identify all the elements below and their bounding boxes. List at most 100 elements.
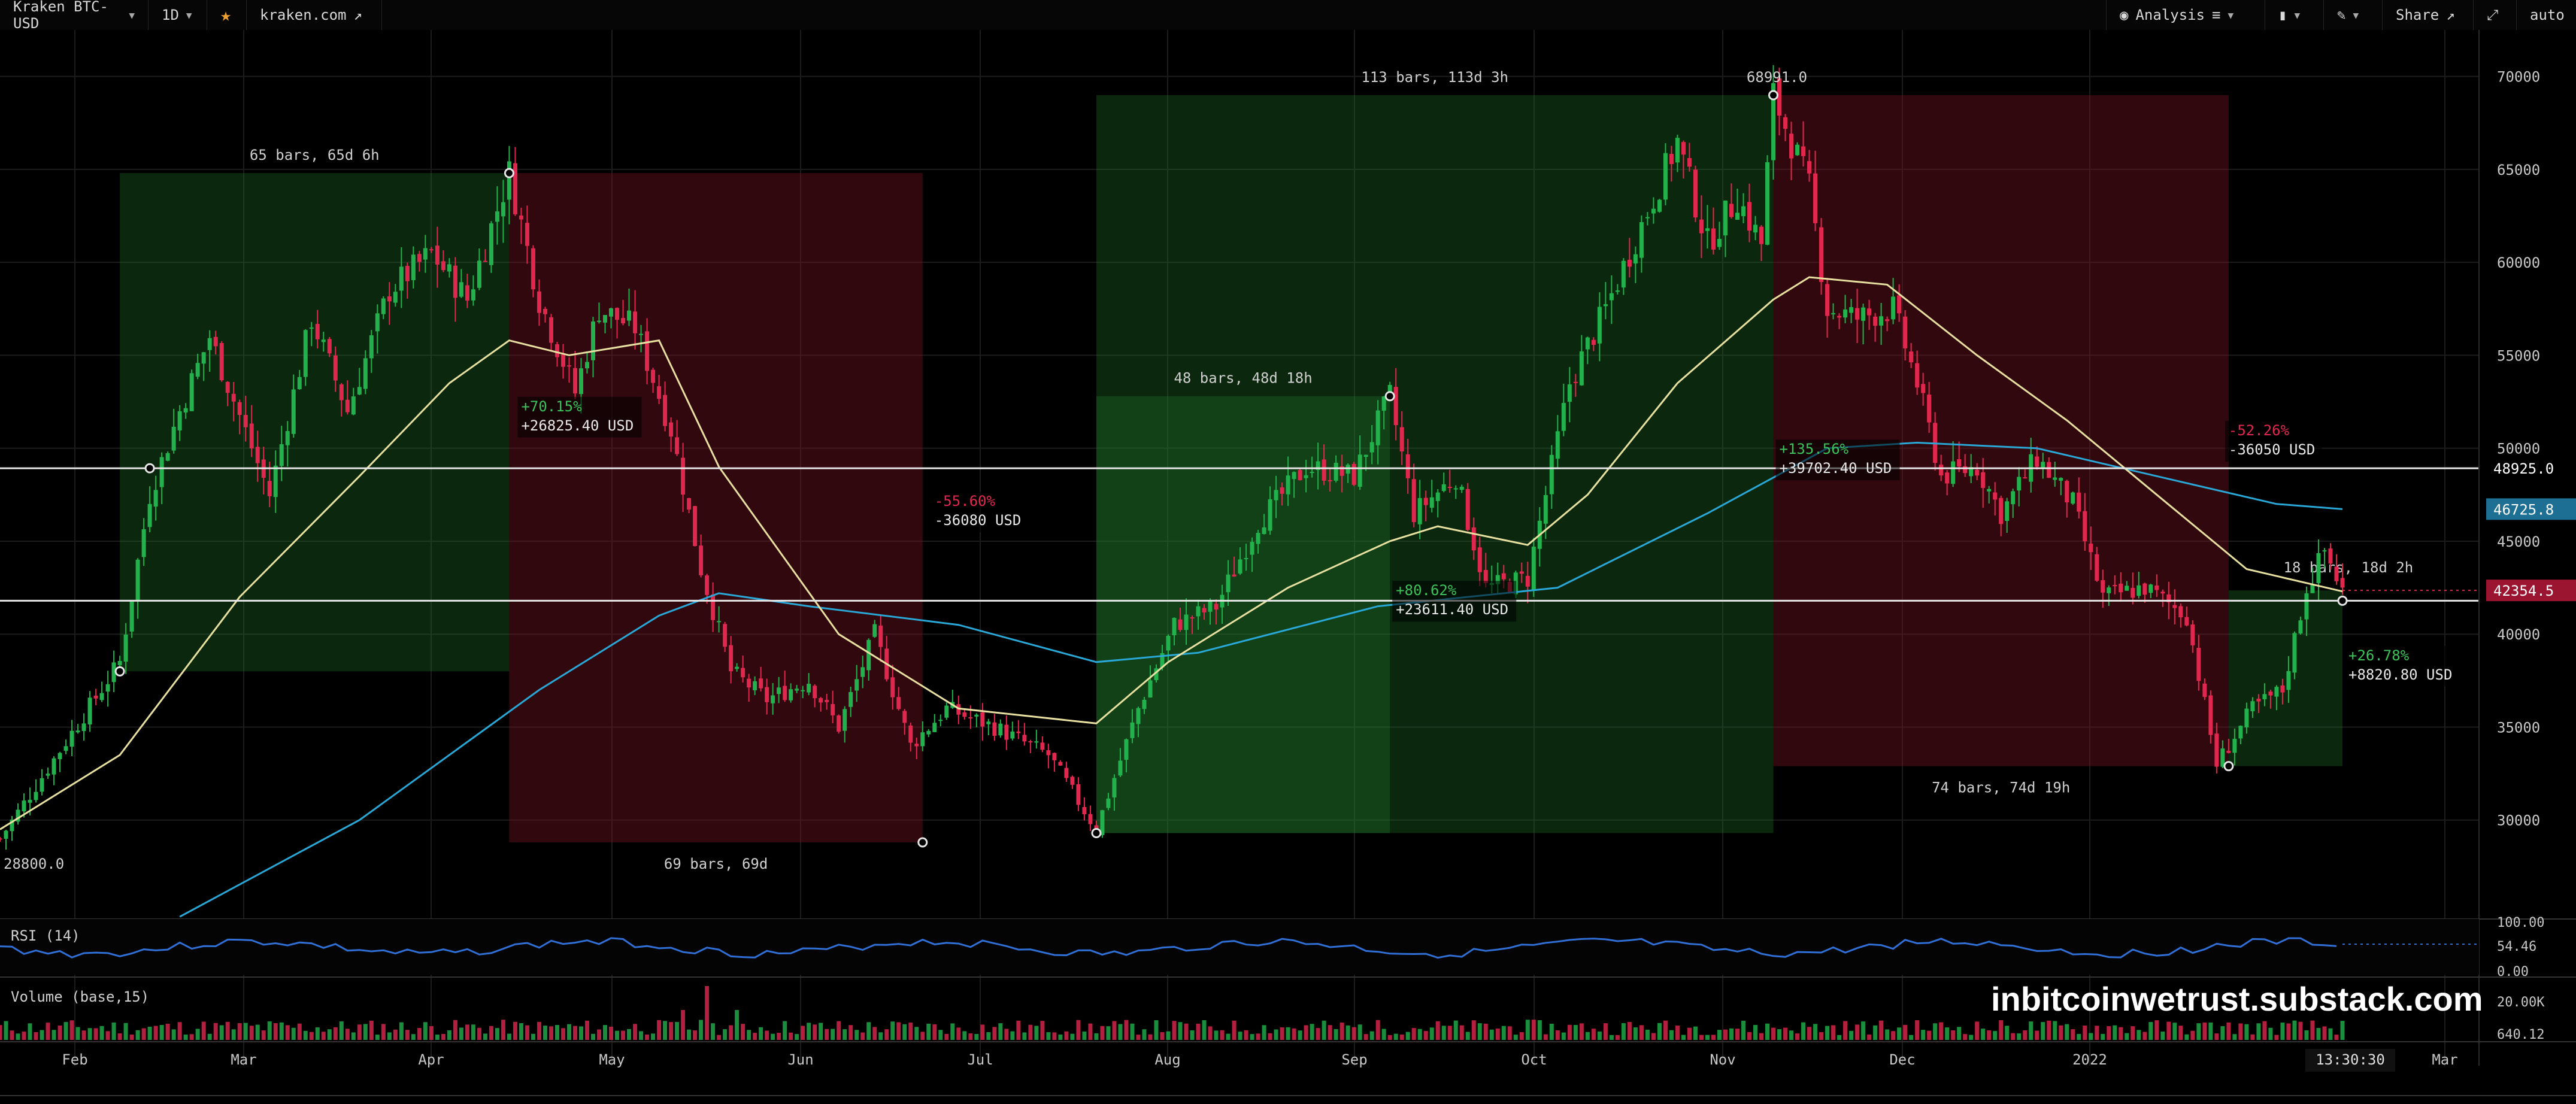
- measure-percent: -52.26%: [2229, 422, 2290, 439]
- price-badge: 46725.8: [2493, 501, 2554, 518]
- chevron-down-icon: ▼: [129, 9, 135, 21]
- interval-selector[interactable]: 1D ▼: [149, 0, 207, 30]
- anchor-marker: [1768, 90, 1779, 101]
- rsi-tick-label: 54.46: [2497, 939, 2536, 954]
- current-time-label: 13:30:30: [2316, 1051, 2385, 1068]
- measure-percent: +70.15%: [521, 398, 582, 415]
- chart-type-button[interactable]: ▮ ▼: [2265, 0, 2323, 30]
- expand-icon: ⤢: [2487, 7, 2499, 23]
- time-tick-label: Jun: [787, 1051, 813, 1068]
- chevron-down-icon: ▼: [2353, 9, 2359, 21]
- measure-label-bg: [1392, 581, 1517, 622]
- draw-tools-button[interactable]: ✎ ▼: [2323, 0, 2382, 30]
- auto-scale-button[interactable]: auto: [2516, 0, 2576, 30]
- measure-usd: -36050 USD: [2229, 441, 2316, 458]
- anchor-marker: [1384, 391, 1395, 402]
- measure-percent: +80.62%: [1396, 582, 1457, 599]
- range-box: [1096, 95, 1774, 833]
- chevron-down-icon: ▼: [186, 9, 192, 21]
- interval-label: 1D: [162, 7, 179, 23]
- time-tick-label: 2022: [2072, 1051, 2107, 1068]
- rsi-pane: [0, 919, 2479, 975]
- current-time-bg: [2305, 1049, 2395, 1072]
- price-tick-label: 65000: [2497, 162, 2540, 178]
- time-tick-label: Sep: [1341, 1051, 1367, 1068]
- range-box: [509, 173, 923, 843]
- price-badge-bg: [2486, 498, 2576, 520]
- source-label: kraken.com: [260, 7, 347, 23]
- volume-bars: [0, 986, 2345, 1040]
- rsi-tick-label: 100.00: [2497, 915, 2544, 930]
- rsi-line: [0, 937, 2337, 959]
- measure-label-bg: [2225, 421, 2322, 462]
- share-button[interactable]: Share ↗: [2382, 0, 2473, 30]
- range-box: [1773, 95, 2229, 766]
- measure-percent: -55.60%: [935, 493, 996, 509]
- anchor-marker: [144, 463, 155, 474]
- range-label: 69 bars, 69d: [664, 856, 768, 872]
- time-tick-label: May: [599, 1051, 625, 1068]
- source-link[interactable]: kraken.com ↗: [247, 0, 382, 30]
- volume-tick-label: 640.12: [2497, 1027, 2544, 1042]
- share-label: Share: [2396, 7, 2439, 23]
- price-tick-label: 40000: [2497, 626, 2540, 643]
- anchor-marker: [114, 666, 125, 677]
- analysis-label: Analysis: [2135, 7, 2205, 23]
- time-tick-label: Aug: [1154, 1051, 1180, 1068]
- price-tick-label: 70000: [2497, 69, 2540, 86]
- analysis-button[interactable]: ◉ Analysis ≡ ▼: [2106, 0, 2265, 30]
- measure-usd: +8820.80 USD: [2348, 666, 2452, 683]
- range-label: 113 bars, 113d 3h: [1361, 69, 1508, 86]
- auto-label: auto: [2530, 7, 2565, 23]
- favorite-button[interactable]: ★: [207, 0, 247, 30]
- fullscreen-button[interactable]: ⤢: [2473, 0, 2516, 30]
- watermark-text: inbitcoinwetrust.substack.com: [1991, 980, 2483, 1018]
- price-tick-label: 50000: [2497, 441, 2540, 457]
- time-tick-label: Oct: [1521, 1051, 1547, 1068]
- star-icon: ★: [220, 4, 232, 26]
- symbol-label: Kraken BTC-USD: [13, 0, 108, 32]
- anchor-marker: [1091, 827, 1102, 838]
- price-badge: 48925.0: [2493, 460, 2554, 477]
- measure-usd: +39702.40 USD: [1780, 460, 1892, 477]
- range-label: 48 bars, 48d 18h: [1174, 370, 1312, 387]
- measure-percent: +26.78%: [2348, 647, 2410, 664]
- candles-icon: ▮: [2278, 7, 2287, 23]
- measure-usd: -36080 USD: [935, 512, 1022, 529]
- measure-usd: +23611.40 USD: [1396, 601, 1508, 618]
- external-link-icon: ↗: [2446, 7, 2455, 23]
- volume-label: Volume (base,15): [11, 988, 149, 1005]
- range-label: 74 bars, 74d 19h: [1932, 780, 2070, 796]
- measure-label-bg: [1775, 439, 1900, 481]
- measure-label-bg: [517, 396, 642, 438]
- anchor-marker: [2337, 595, 2348, 606]
- price-badge-bg: [2486, 457, 2576, 480]
- anchor-marker: [2223, 761, 2234, 772]
- rsi-label: RSI (14): [11, 927, 80, 944]
- range-box: [2228, 590, 2342, 766]
- price-tick-label: 60000: [2497, 254, 2540, 271]
- measure-percent: +135.56%: [1780, 441, 1849, 457]
- price-tick-label: 35000: [2497, 719, 2540, 736]
- pencil-icon: ✎: [2337, 7, 2346, 23]
- time-tick-label: Dec: [1889, 1051, 1915, 1068]
- time-tick-label: Mar: [2432, 1051, 2457, 1068]
- range-box: [120, 173, 510, 672]
- symbol-selector[interactable]: Kraken BTC-USD ▼: [0, 0, 149, 32]
- anchor-marker: [917, 837, 928, 848]
- eye-icon: ◉: [2120, 7, 2129, 23]
- time-tick-label: Mar: [231, 1051, 256, 1068]
- price-tick-label: 55000: [2497, 347, 2540, 364]
- time-tick-label: Jul: [967, 1051, 993, 1068]
- time-tick-label: Nov: [1710, 1051, 1735, 1068]
- volume-tick-label: 20.00K: [2497, 995, 2545, 1010]
- ema-fast-line: [0, 276, 2343, 830]
- measure-label-bg: [931, 492, 1028, 533]
- ma-slow-line: [179, 441, 2343, 918]
- range-label: 65 bars, 65d 6h: [250, 147, 380, 163]
- price-badge-bg: [2486, 580, 2576, 602]
- external-link-icon: ↗: [353, 7, 362, 23]
- price-badge: 42354.5: [2493, 583, 2554, 599]
- point-label: 68991.0: [1747, 69, 1807, 86]
